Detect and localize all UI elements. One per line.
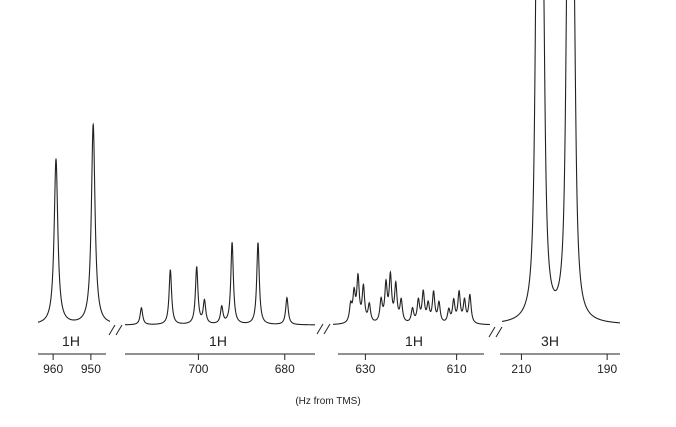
tick-label: 960: [43, 362, 63, 376]
axis-break-mark: [323, 323, 331, 335]
axis-break-mark: [115, 324, 123, 336]
tick-label: 210: [511, 362, 531, 376]
tick-label: 610: [447, 362, 467, 376]
x-axes: 960 950 700 680 630 610 210 190: [38, 353, 620, 376]
segment-label: 3H: [541, 333, 559, 349]
tick-label: 950: [81, 362, 101, 376]
segment-label: 1H: [62, 333, 80, 349]
spectrum-trace: [37, 122, 111, 323]
break-marks: [108, 323, 503, 338]
spectrum-trace: [332, 270, 491, 326]
axis-break-mark: [488, 326, 496, 338]
tick-label: 190: [597, 362, 617, 376]
segment-label: 1H: [405, 333, 423, 349]
axis-break-mark: [495, 326, 503, 338]
segment-labels: 1H 1H 1H 3H: [62, 333, 559, 349]
tick-label: 680: [275, 362, 295, 376]
segment-label: 1H: [209, 333, 227, 349]
spectrum-trace: [501, 0, 621, 324]
axis-break-mark: [316, 323, 324, 335]
axis-break-mark: [108, 324, 116, 336]
spectrum-trace: [124, 242, 315, 326]
tick-label: 630: [355, 362, 375, 376]
tick-label: 700: [188, 362, 208, 376]
x-axis-title: (Hz from TMS): [295, 396, 360, 407]
spectrum-traces: [37, 0, 621, 326]
